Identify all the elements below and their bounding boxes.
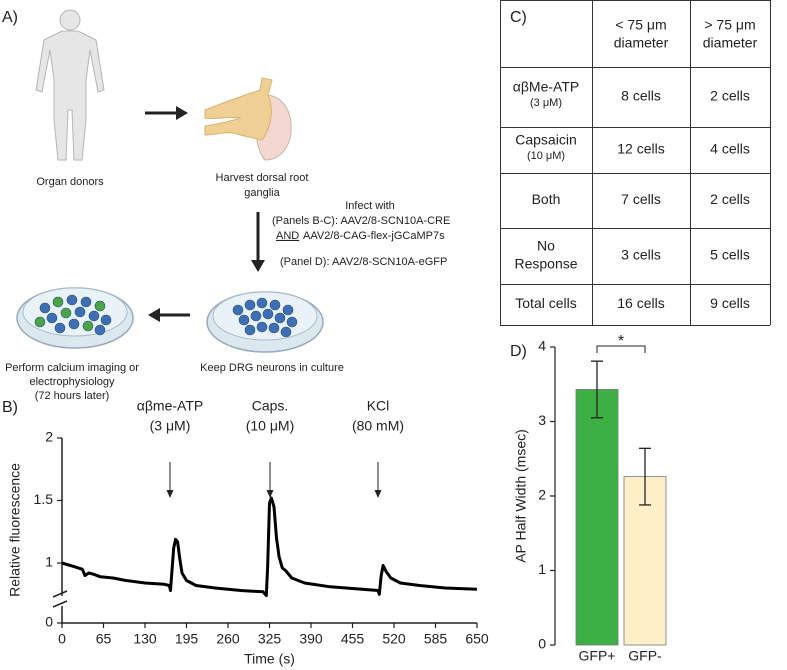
x-tick-label: 650 <box>465 631 489 647</box>
y-axis-label: AP Half Width (msec) <box>513 429 529 563</box>
x-tick-label: 585 <box>424 631 448 647</box>
caption: Keep DRG neurons in culture <box>200 362 344 374</box>
y-tick-label: 0 <box>45 614 53 630</box>
x-tick-label: 260 <box>216 631 240 647</box>
panel-label: C) <box>510 9 527 26</box>
caption: (Panel D): AAV2/8-SCN10A-eGFP <box>280 256 447 268</box>
annotation: KCl <box>367 398 390 414</box>
cell: 16 cells <box>617 295 664 311</box>
x-axis-label: Time (s) <box>244 651 295 667</box>
y-tick-label: 0 <box>538 636 546 652</box>
row-note: (3 μM) <box>530 97 562 109</box>
significance-bracket <box>596 345 646 353</box>
row-label: Response <box>514 256 577 272</box>
row-label: Both <box>532 191 561 207</box>
y-tick-label: 4 <box>538 338 546 354</box>
caption: Organ donors <box>36 176 104 188</box>
row-label: αβMe-ATP <box>513 79 579 95</box>
caption: ganglia <box>244 187 280 199</box>
x-tick-label: GFP- <box>628 648 662 664</box>
cell: 2 cells <box>710 191 750 207</box>
caption: (Panels B-C): AAV2/8-SCN10A-CRE <box>272 215 450 227</box>
drg-illustration <box>204 77 292 161</box>
x-tick-label: 65 <box>96 631 112 647</box>
row-label: Total cells <box>515 295 576 311</box>
x-tick-label: 195 <box>175 631 199 647</box>
significance: * <box>618 333 624 350</box>
y-axis-label: Relative fluorescence <box>7 463 23 597</box>
annotation: (10 μM) <box>246 418 295 434</box>
axis-break <box>52 590 68 598</box>
caption: AAV2/8-CAG-flex-jGCaMP7s <box>303 230 445 242</box>
annotation-arrowhead <box>266 490 274 498</box>
annotation: Caps. <box>252 398 289 414</box>
row-note: (10 μM) <box>527 150 565 162</box>
column-header: > 75 μm <box>704 17 755 33</box>
annotation: (80 mM) <box>352 418 404 434</box>
petri-dish <box>206 291 324 353</box>
caption: Perform calcium imaging or <box>5 362 139 374</box>
petri-dish <box>16 287 134 349</box>
cell: 7 cells <box>621 191 661 207</box>
cell: 12 cells <box>617 141 664 157</box>
y-tick-label: 3 <box>538 412 546 428</box>
x-tick-label: GFP+ <box>579 648 616 664</box>
trace <box>61 496 478 597</box>
row-label: Capsaicin <box>515 132 576 148</box>
illustrations <box>16 9 324 353</box>
x-tick-label: 130 <box>133 631 157 647</box>
x-tick-label: 325 <box>258 631 282 647</box>
bar <box>575 389 619 646</box>
human-figure <box>35 9 105 161</box>
x-tick-label: 455 <box>341 631 365 647</box>
row-label: No <box>537 238 555 254</box>
column-header: diameter <box>703 35 758 51</box>
cell: 9 cells <box>710 295 750 311</box>
caption: electrophysiology <box>30 376 115 388</box>
annotation-arrowhead <box>166 490 174 498</box>
cell: 5 cells <box>710 247 750 263</box>
axis-break <box>52 600 68 608</box>
x-tick-label: 520 <box>382 631 406 647</box>
cell: 4 cells <box>710 141 750 157</box>
column-header: diameter <box>614 35 669 51</box>
caption: Harvest dorsal root <box>216 172 309 184</box>
y-tick-label: 2 <box>538 487 546 503</box>
y-tick-label: 1 <box>538 561 546 577</box>
y-tick-label: 1 <box>45 554 53 570</box>
caption: AND <box>276 230 299 242</box>
panel-label: D) <box>510 343 527 360</box>
arrow <box>251 212 265 272</box>
cell: 3 cells <box>621 247 661 263</box>
annotation: (3 μM) <box>150 418 191 434</box>
annotation: αβme-ATP <box>137 398 203 414</box>
caption: Infect with <box>345 200 395 212</box>
cell: 8 cells <box>621 88 661 104</box>
panel-label: B) <box>2 399 18 416</box>
annotation-arrowhead <box>374 490 382 498</box>
x-tick-label: 0 <box>58 631 66 647</box>
panel-label: A) <box>2 9 18 26</box>
x-tick-label: 390 <box>299 631 323 647</box>
y-tick-label: 1.5 <box>34 491 54 507</box>
arrow <box>148 308 190 322</box>
cell: 2 cells <box>710 88 750 104</box>
column-header: < 75 μm <box>615 17 666 33</box>
caption: (72 hours later) <box>35 390 110 402</box>
arrow <box>145 106 188 120</box>
y-tick-label: 2 <box>45 429 53 445</box>
